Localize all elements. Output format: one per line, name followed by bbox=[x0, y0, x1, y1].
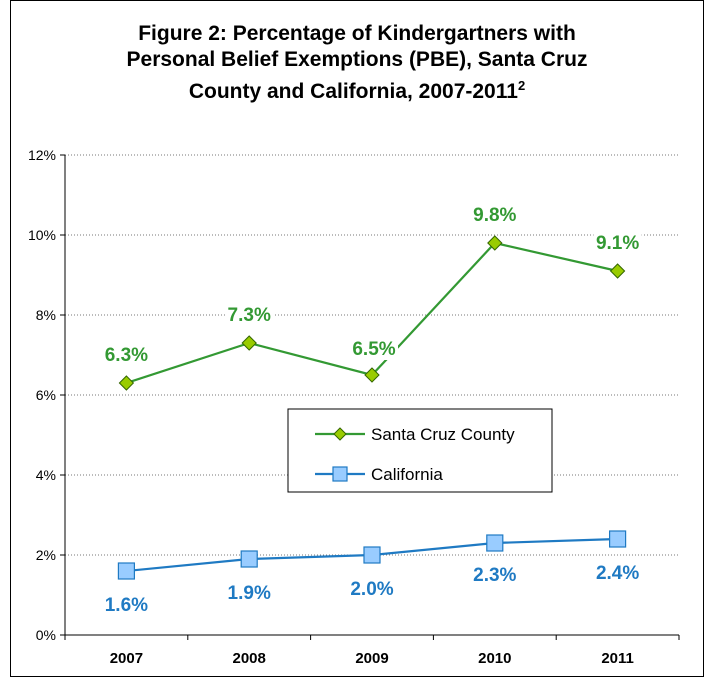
chart-title-line-2: Personal Belief Exemptions (PBE), Santa … bbox=[126, 48, 588, 71]
y-tick-label: 0% bbox=[36, 627, 56, 643]
data-label-santa-cruz-county: 9.1% bbox=[596, 233, 639, 254]
data-label-california: 2.3% bbox=[473, 565, 516, 586]
legend-marker-santa-cruz-county bbox=[333, 427, 347, 441]
data-point-santa-cruz-county bbox=[487, 235, 503, 251]
data-point-california bbox=[240, 550, 258, 568]
data-label-bg-california bbox=[470, 564, 519, 586]
data-label-california: 1.9% bbox=[228, 583, 271, 604]
y-tick-label: 10% bbox=[28, 227, 56, 243]
data-point-santa-cruz-county bbox=[364, 367, 380, 383]
legend-label-santa-cruz-county: Santa Cruz County bbox=[371, 425, 515, 444]
data-label-bg-santa-cruz-county bbox=[350, 338, 398, 360]
data-label-bg-santa-cruz-county bbox=[593, 232, 642, 254]
x-category-label: 2009 bbox=[355, 650, 388, 667]
y-tick-label: 6% bbox=[36, 387, 56, 403]
data-point-california bbox=[608, 530, 627, 548]
y-tick-label: 4% bbox=[36, 467, 56, 483]
data-point-california bbox=[486, 534, 504, 552]
chart-title-line-3: County and California, 2007-20112 bbox=[10, 73, 704, 105]
chart-title-line-3-text: County and California, 2007-2011 bbox=[188, 80, 518, 103]
y-tick-label: 2% bbox=[36, 547, 56, 563]
data-label-santa-cruz-county: 6.5% bbox=[352, 339, 395, 360]
legend-label-california: California bbox=[371, 465, 443, 484]
data-label-santa-cruz-county: 6.3% bbox=[105, 345, 148, 366]
legend-layer: Santa Cruz County California bbox=[287, 408, 553, 493]
data-point-santa-cruz-county bbox=[118, 375, 135, 391]
data-label-california: 2.4% bbox=[596, 563, 639, 584]
data-label-bg-santa-cruz-county bbox=[225, 304, 274, 326]
y-tick-label: 8% bbox=[36, 307, 56, 323]
data-label-bg-california bbox=[593, 562, 642, 584]
data-point-california bbox=[363, 546, 381, 564]
x-category-label: 2010 bbox=[478, 650, 511, 667]
data-label-california: 2.0% bbox=[350, 579, 393, 600]
data-label-bg-california bbox=[348, 578, 396, 600]
chart-title-line-1: Figure 2: Percentage of Kindergartners w… bbox=[138, 22, 576, 45]
data-label-bg-california bbox=[102, 594, 151, 616]
y-tick-label: 12% bbox=[28, 147, 56, 163]
series-line-santa-cruz-county bbox=[126, 241, 618, 385]
data-label-santa-cruz-county: 7.3% bbox=[228, 305, 271, 326]
series-layer bbox=[117, 235, 627, 580]
grid-layer bbox=[65, 154, 679, 556]
chart-title-superscript: 2 bbox=[517, 78, 526, 93]
x-category-label: 2007 bbox=[110, 650, 143, 667]
axis-layer: 0% 2% 4% 6% 8% 10% 12% 2007 2008 2009 2010 2011 bbox=[28, 147, 680, 667]
data-label-bg-santa-cruz-county bbox=[102, 344, 151, 366]
chart-title: Figure 2: Percentage of Kindergartners w… bbox=[10, 21, 704, 105]
data-label-california: 1.6% bbox=[105, 595, 148, 616]
label-layer: 6.3% 7.3% 6.5% 9.8% 9.1% 1.6% 1.9% 2.0% 2.3% 2.4% bbox=[102, 204, 642, 616]
data-label-bg-santa-cruz-county bbox=[470, 204, 519, 226]
data-label-santa-cruz-county: 9.8% bbox=[473, 205, 516, 226]
data-point-santa-cruz-county bbox=[241, 335, 257, 351]
x-category-label: 2008 bbox=[233, 650, 266, 667]
legend-box bbox=[287, 408, 553, 493]
data-point-santa-cruz-county bbox=[609, 263, 626, 279]
data-label-bg-california bbox=[225, 582, 274, 604]
x-category-label: 2011 bbox=[601, 650, 634, 667]
legend-marker-california bbox=[332, 466, 348, 482]
data-point-california bbox=[117, 562, 136, 580]
